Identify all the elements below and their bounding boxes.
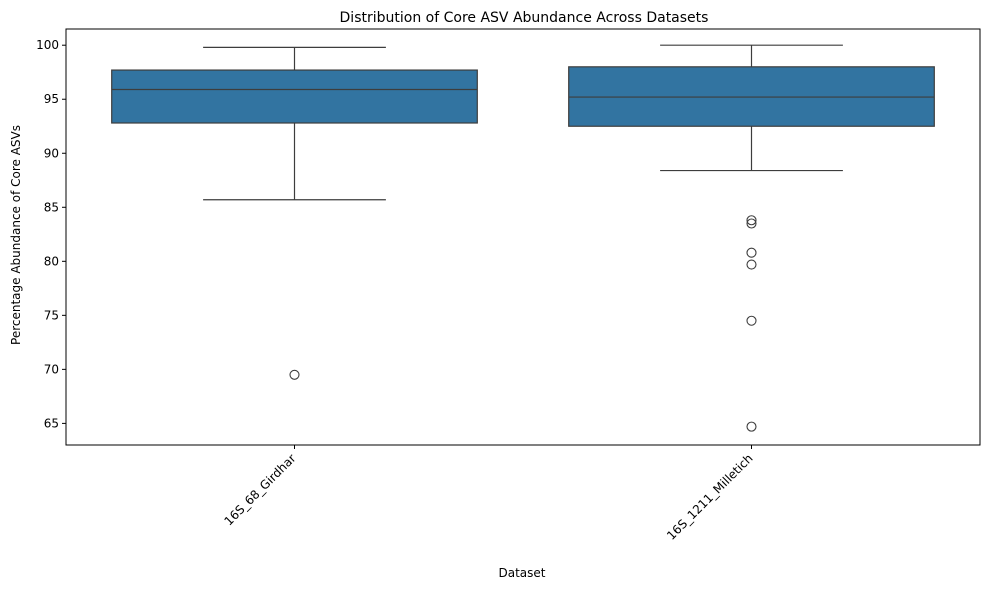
boxes-layer <box>111 44 935 432</box>
y-tick-label: 85 <box>44 200 59 214</box>
outlier-point <box>746 218 757 229</box>
box-group <box>111 46 478 380</box>
iqr-box <box>111 69 478 124</box>
outlier-point <box>746 315 757 326</box>
y-tick-label: 95 <box>44 92 59 106</box>
x-tick-label: 16S_68_Girdhar <box>222 451 299 528</box>
x-axis-label: Dataset <box>499 566 546 580</box>
outlier-point <box>746 421 757 432</box>
outlier-point <box>746 215 757 226</box>
outlier-point <box>746 259 757 270</box>
outlier-point <box>746 247 757 258</box>
plot-area-frame <box>65 28 981 446</box>
y-tick-label: 75 <box>44 308 59 322</box>
x-tick-label: 16S_1211_Milletich <box>664 451 756 543</box>
y-tick-label: 80 <box>44 254 59 268</box>
y-tick-label: 65 <box>44 416 59 430</box>
y-tick-label: 100 <box>36 38 59 52</box>
outlier-point <box>289 369 300 380</box>
y-tick-label: 90 <box>44 146 59 160</box>
chart-title: Distribution of Core ASV Abundance Acros… <box>340 10 709 26</box>
box-group <box>568 44 935 432</box>
y-tick-label: 70 <box>44 362 59 376</box>
y-axis-label: Percentage Abundance of Core ASVs <box>9 125 23 345</box>
